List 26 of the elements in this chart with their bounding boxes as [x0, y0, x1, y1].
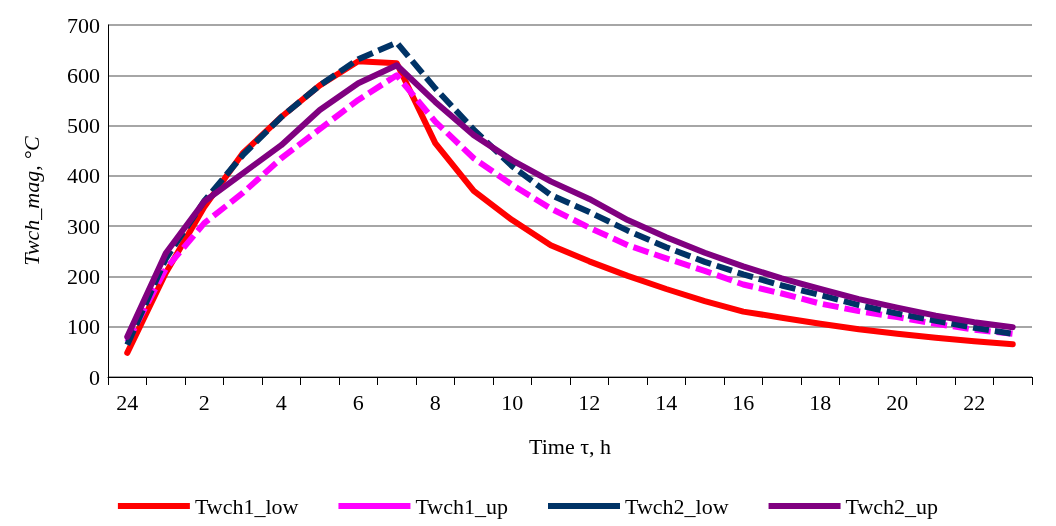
x-tick-label: 2 — [198, 389, 210, 415]
y-tick-label: 400 — [67, 163, 100, 189]
x-tick-label: 20 — [886, 389, 909, 415]
legend-label: Twch2_up — [845, 493, 939, 519]
x-tick-label: 22 — [963, 389, 986, 415]
y-axis-title: Twch_mag, °C — [18, 135, 44, 266]
x-axis-title: Time τ, h — [529, 433, 611, 459]
legend-label: Twch1_up — [415, 493, 509, 519]
y-tick-label: 0 — [89, 364, 100, 390]
x-tick-label: 6 — [352, 389, 364, 415]
y-tick-label: 200 — [67, 263, 100, 289]
x-tick-label: 16 — [732, 389, 755, 415]
legend-label: Twch2_low — [625, 493, 729, 519]
x-tick-label: 12 — [578, 389, 601, 415]
x-tick-label: 8 — [429, 389, 441, 415]
x-tick-label: 4 — [275, 389, 287, 415]
legend-label: Twch1_low — [194, 493, 299, 519]
y-tick-label: 100 — [67, 314, 100, 340]
x-tick-label: 10 — [501, 389, 524, 415]
y-tick-label: 500 — [67, 113, 100, 139]
y-tick-label: 300 — [67, 213, 100, 239]
y-tick-label: 600 — [67, 62, 100, 88]
x-tick-label: 14 — [655, 389, 678, 415]
x-tick-label: 24 — [116, 389, 139, 415]
x-tick-label: 18 — [809, 389, 832, 415]
y-tick-label: 700 — [67, 12, 100, 38]
